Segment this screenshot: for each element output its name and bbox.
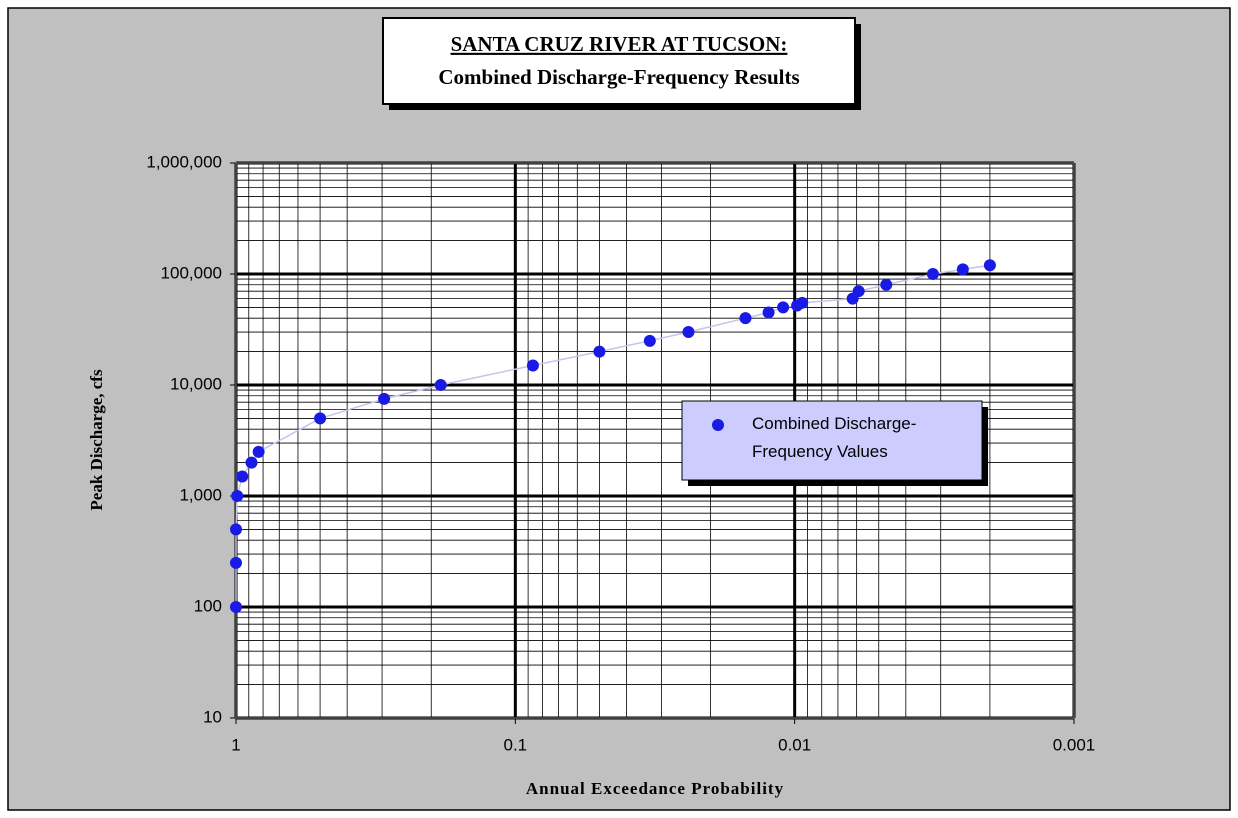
data-point — [796, 296, 809, 309]
y-tick-label: 1,000 — [179, 485, 222, 504]
plot-border — [235, 162, 1075, 719]
data-point — [880, 278, 893, 291]
data-point — [926, 268, 939, 280]
title-box — [382, 17, 856, 105]
x-tick-label: 0.01 — [778, 735, 811, 754]
y-tick-label: 10 — [203, 707, 222, 726]
data-point — [378, 392, 391, 405]
y-axis-label: Peak Discharge, cfs — [87, 369, 106, 511]
y-tick-label: 100,000 — [161, 263, 222, 282]
y-tick-label: 1,000,000 — [146, 152, 222, 171]
data-point — [983, 259, 996, 272]
data-point — [245, 456, 258, 469]
data-point — [852, 285, 865, 298]
data-point — [682, 326, 695, 339]
data-point — [739, 312, 752, 325]
data-point — [526, 359, 539, 372]
legend-box — [681, 400, 983, 481]
data-point — [956, 263, 969, 276]
data-point — [230, 556, 242, 569]
marks — [230, 259, 996, 613]
data-point — [231, 490, 244, 502]
data-point — [314, 412, 327, 425]
x-axis-label: Annual Exceedance Probability — [526, 779, 784, 798]
legend-label-line: Combined Discharge- — [752, 414, 916, 433]
data-point — [762, 306, 775, 319]
data-point — [230, 523, 242, 536]
legend-label: Combined Discharge- Frequency Values — [752, 414, 916, 461]
data-point — [434, 379, 447, 391]
legend-label-line: Frequency Values — [752, 442, 888, 461]
x-tick-label: 1 — [231, 735, 240, 754]
data-point — [236, 470, 249, 483]
chart-title: SANTA CRUZ RIVER AT TUCSON: — [451, 32, 788, 56]
x-tick-label: 0.001 — [1053, 735, 1096, 754]
data-point — [643, 334, 656, 347]
x-tick-label: 0.1 — [504, 735, 528, 754]
data-point — [593, 345, 606, 358]
grid — [230, 161, 1076, 724]
data-point — [230, 601, 242, 613]
data-point — [252, 445, 265, 458]
chart-subtitle: Combined Discharge-Frequency Results — [438, 65, 799, 89]
data-point — [777, 301, 790, 314]
y-tick-label: 100 — [194, 596, 222, 615]
y-tick-label: 10,000 — [170, 374, 222, 393]
legend-marker — [712, 419, 724, 431]
